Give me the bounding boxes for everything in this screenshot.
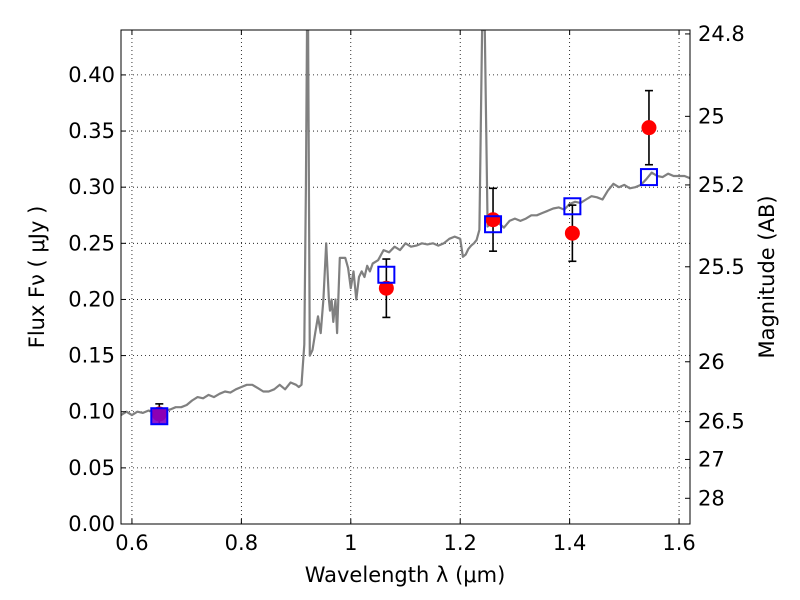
sed-spectrum xyxy=(121,30,690,417)
model-point-square xyxy=(150,407,169,426)
spectrum-line xyxy=(121,30,690,417)
y2-tick-label: 24.8 xyxy=(698,22,745,46)
model-point-square xyxy=(484,215,503,234)
x-tick-label: 1.4 xyxy=(553,531,586,555)
model-point-square xyxy=(377,265,396,284)
model-point-square xyxy=(639,168,658,187)
x-axis: 0.6 0.8 1 1.2 1.4 1.6 xyxy=(115,30,696,555)
x-tick-label: 0.8 xyxy=(225,531,258,555)
y-tick-label: 0.35 xyxy=(68,119,115,143)
y-tick-label: 0.10 xyxy=(68,400,115,424)
y-tick-label: 0.25 xyxy=(68,231,115,255)
data-point-circle xyxy=(564,225,580,241)
data-point-circle xyxy=(378,280,394,296)
y-tick-label: 0.20 xyxy=(68,287,115,311)
y-tick-label: 0.15 xyxy=(68,344,115,368)
x-tick-label: 0.6 xyxy=(115,531,148,555)
y2-axis-label: Magnitude (AB) xyxy=(755,195,779,358)
x-tick-label: 1 xyxy=(344,531,357,555)
plot-frame xyxy=(120,29,691,525)
y-axis: 0.00 0.05 0.10 0.15 0.20 0.25 0.30 0.35 0.40 xyxy=(68,63,126,536)
data-point-circle xyxy=(641,120,657,136)
y2-tick-label: 27 xyxy=(698,447,725,471)
data-point-circle xyxy=(485,212,501,228)
y2-axis: 24.8 25 25.2 25.5 26 26.5 27 28 xyxy=(685,22,745,510)
y-tick-label: 0.05 xyxy=(68,456,115,480)
y2-tick-label: 25.2 xyxy=(698,173,745,197)
y-axis-label: Flux Fν ( μJy ) xyxy=(25,206,49,349)
x-axis-label: Wavelength λ (μm) xyxy=(305,563,506,587)
y2-tick-label: 25 xyxy=(698,104,725,128)
grid xyxy=(121,30,690,525)
x-tick-label: 1.6 xyxy=(662,531,695,555)
y2-tick-label: 25.5 xyxy=(698,255,745,279)
y2-tick-label: 26.5 xyxy=(698,410,745,434)
y2-tick-label: 26 xyxy=(698,350,725,374)
y2-tick-label: 28 xyxy=(698,486,725,510)
y-tick-label: 0.40 xyxy=(68,63,115,87)
x-tick-label: 1.2 xyxy=(444,531,477,555)
photometry-points xyxy=(150,89,658,426)
model-point-square xyxy=(563,197,582,216)
y-tick-label: 0.30 xyxy=(68,175,115,199)
y-tick-label: 0.00 xyxy=(68,512,115,536)
